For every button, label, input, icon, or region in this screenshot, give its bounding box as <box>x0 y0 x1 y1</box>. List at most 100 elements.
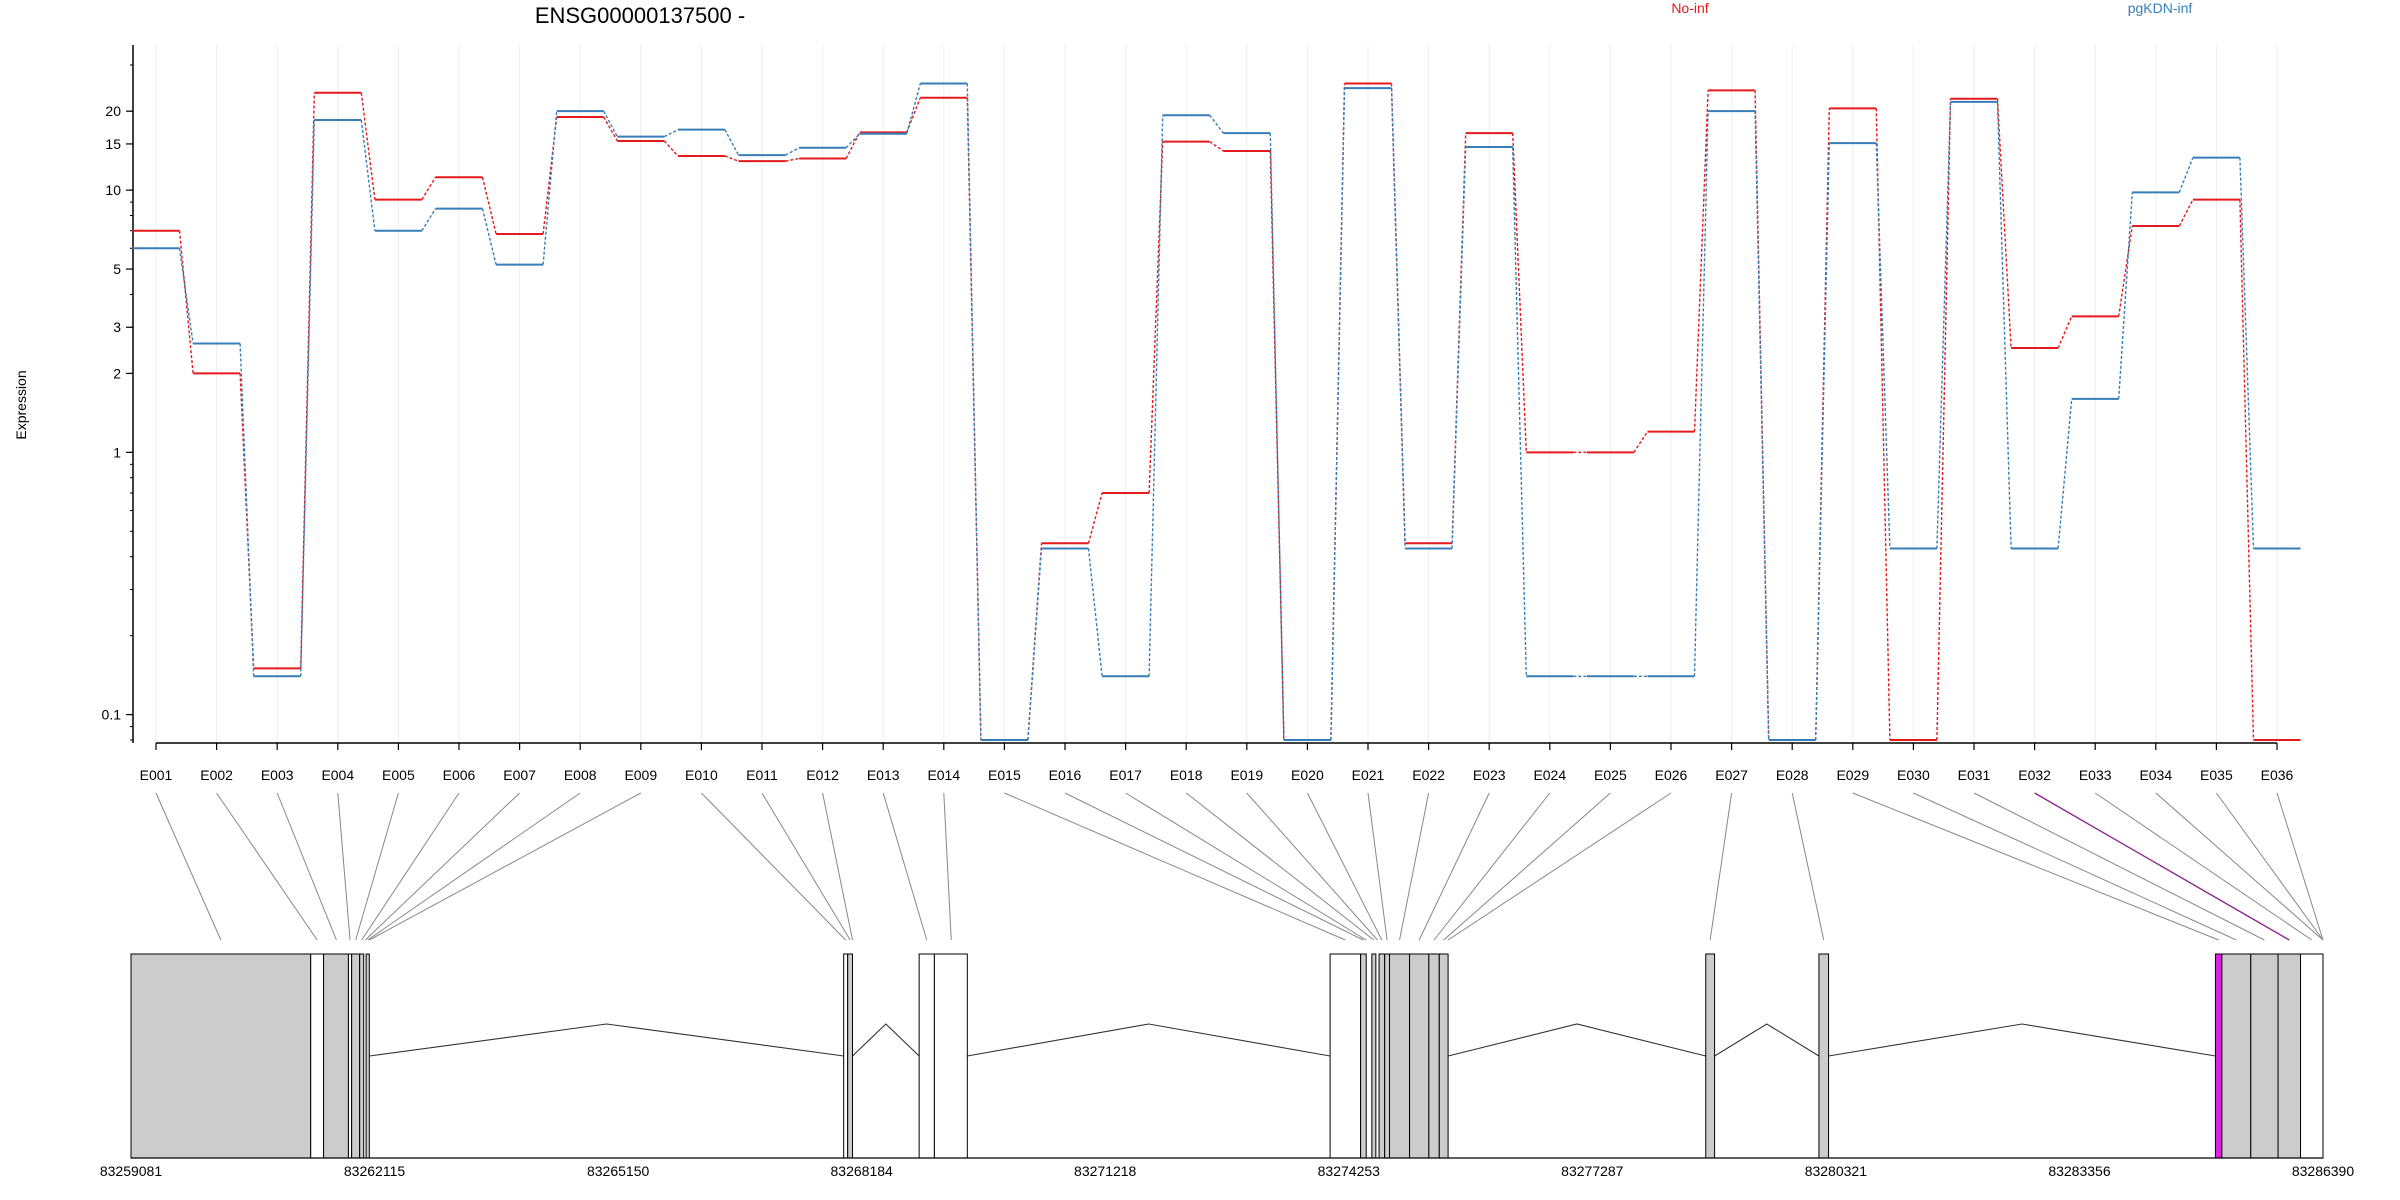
exon-connector <box>355 792 399 941</box>
exon-block <box>847 953 854 1159</box>
y-axis: 0.1 1 2 3 5 10 15 20 <box>102 45 134 743</box>
exon-label-e018: E018 <box>1170 767 1203 783</box>
series-connector <box>1512 147 1527 677</box>
exon-connector <box>943 792 952 941</box>
series-connector <box>1936 101 1952 549</box>
exon-connector <box>1125 792 1367 941</box>
y-tick-label: 10 <box>105 182 121 198</box>
exon-block <box>918 953 935 1159</box>
series-pgkdn-inf <box>132 82 2301 741</box>
y-tick-label: 3 <box>113 319 121 335</box>
exon-block <box>323 953 349 1159</box>
intron-line <box>369 1023 844 1057</box>
exon-connector <box>1433 792 1551 941</box>
exon-connector <box>1973 792 2265 941</box>
exon-connector <box>361 792 460 941</box>
exon-connector <box>1306 792 1383 941</box>
series-connector <box>2239 199 2255 741</box>
exon-block <box>2277 953 2302 1159</box>
series-connector <box>1996 101 2012 549</box>
exon-connector <box>1913 792 2237 941</box>
exon-block <box>1329 953 1362 1159</box>
exon-label-e034: E034 <box>2139 767 2172 783</box>
series-connector <box>785 147 800 156</box>
exon-label-e023: E023 <box>1473 767 1506 783</box>
y-axis-label: Expression <box>13 370 29 439</box>
exon-block <box>359 953 365 1159</box>
exon-connector <box>701 792 847 941</box>
exon-connector <box>2215 792 2324 941</box>
exon-block <box>1371 953 1377 1159</box>
legend-entry-no-inf: No-inf <box>1671 0 1708 16</box>
exon-label-e003: E003 <box>261 767 294 783</box>
intron-line <box>967 1023 1331 1057</box>
exon-connector <box>337 792 351 941</box>
gene-model-track <box>130 953 2324 1159</box>
exon-connector <box>155 792 222 941</box>
exon-block <box>1360 953 1367 1159</box>
exon-block <box>1384 953 1390 1159</box>
series-connector <box>603 116 618 142</box>
exon-connector <box>367 792 581 941</box>
exon-connector <box>364 792 520 941</box>
series-connector <box>1815 143 1830 741</box>
exon-connector <box>2094 792 2313 941</box>
coordinate-label: 83283356 <box>2048 1163 2111 1179</box>
series-connector <box>845 133 861 149</box>
exon-label-e021: E021 <box>1352 767 1385 783</box>
exon-block <box>933 953 968 1159</box>
exon-connector <box>1064 792 1364 941</box>
exon-connector <box>822 792 854 941</box>
exon-label-e024: E024 <box>1533 767 1566 783</box>
exon-label-e029: E029 <box>1836 767 1869 783</box>
exon-connector <box>2155 792 2324 941</box>
y-tick-label: 2 <box>113 365 121 381</box>
exon-connector <box>761 792 851 941</box>
exon-block <box>2250 953 2279 1159</box>
intron-line <box>852 1023 920 1057</box>
exon-block <box>1428 953 1440 1159</box>
y-tick-label: 20 <box>105 103 121 119</box>
exon-connector <box>2276 792 2324 941</box>
series-connector <box>2057 398 2073 549</box>
series-connector <box>1148 115 1164 677</box>
exon-label-e032: E032 <box>2018 767 2051 783</box>
series-connector <box>481 208 497 265</box>
series-layer <box>132 82 2301 741</box>
genomic-coordinate-axis: 83259081 83262115 83265150 83268184 83271218… <box>100 1157 2355 1179</box>
exon-label-e005: E005 <box>382 767 415 783</box>
coordinate-label: 83268184 <box>831 1163 894 1179</box>
exon-label-e030: E030 <box>1897 767 1930 783</box>
series-connector <box>1027 548 1043 741</box>
exon-label-e031: E031 <box>1958 767 1991 783</box>
series-connector <box>1269 150 1285 741</box>
coordinate-label: 83280321 <box>1805 1163 1868 1179</box>
series-connector <box>663 140 679 157</box>
exon-connector <box>276 792 337 941</box>
intron-line <box>1828 1023 2216 1057</box>
exon-block <box>1438 953 1449 1159</box>
exon-label-e025: E025 <box>1594 767 1627 783</box>
exon-block <box>843 953 849 1159</box>
exon-connector <box>1418 792 1490 941</box>
series-connector <box>421 208 437 232</box>
series-connector <box>1087 492 1103 544</box>
series-connector <box>2057 316 2073 349</box>
intron-line <box>1447 1023 1706 1057</box>
exon-label-e014: E014 <box>927 767 960 783</box>
series-connector <box>603 110 618 137</box>
y-tick-label: 5 <box>113 261 121 277</box>
coordinate-label: 83286390 <box>2292 1163 2355 1179</box>
series-connector <box>1269 133 1285 741</box>
exon-block <box>1378 953 1386 1159</box>
x-axis: E001 E002 E003 E004 E005 E006 E007 E008 E009 E010… <box>140 742 2294 783</box>
y-tick-label: 0.1 <box>102 707 122 723</box>
series-connector <box>542 111 558 265</box>
exon-block <box>365 953 370 1159</box>
series-connector <box>1693 111 1709 677</box>
exon-connector <box>1852 792 2219 941</box>
series-connector <box>2118 225 2133 317</box>
series-connector <box>1390 88 1406 549</box>
exon-label-e035: E035 <box>2200 767 2233 783</box>
